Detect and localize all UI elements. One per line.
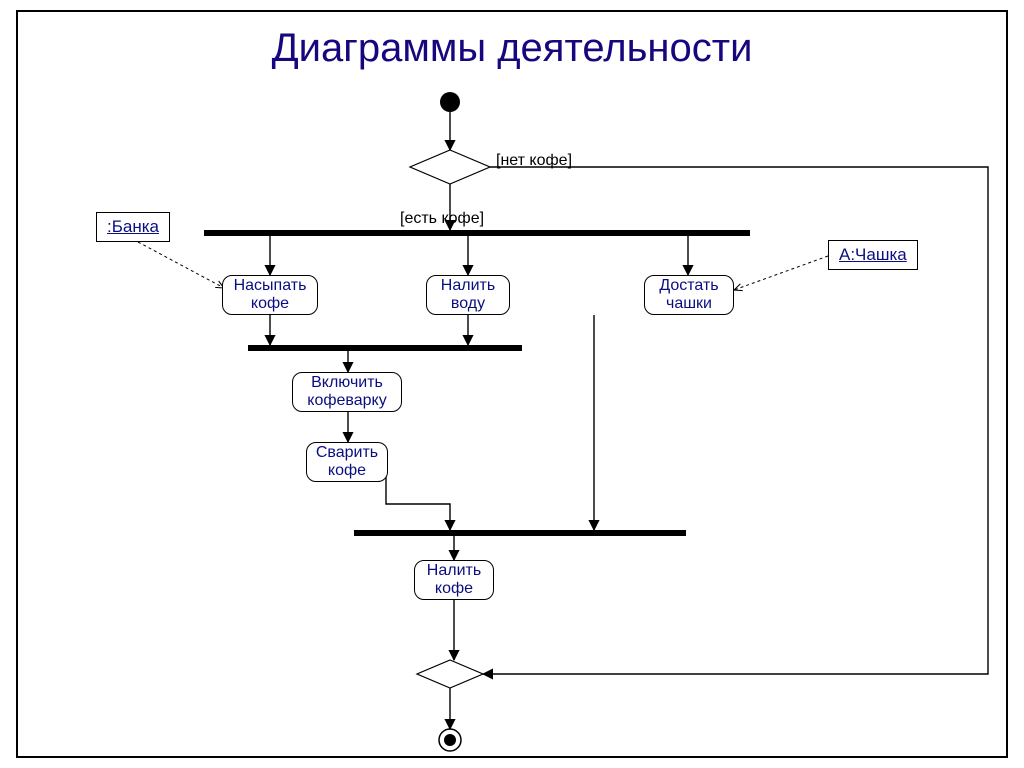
guard-has-coffee: [есть кофе] xyxy=(400,210,484,228)
activity-label: Налитькофе xyxy=(427,562,481,597)
activity-label: Достатьчашки xyxy=(659,277,718,312)
diagram-frame: Диаграммы деятельности Насыпатькофе Нали… xyxy=(16,10,1008,758)
activity-label: Сваритькофе xyxy=(316,444,378,479)
object-jar: :Банка xyxy=(96,212,170,242)
activity-label: Налитьводу xyxy=(441,277,495,312)
object-label: :Банка xyxy=(107,217,159,236)
activity-pour-coffee: Налитькофе xyxy=(414,560,494,600)
activity-get-cups: Достатьчашки xyxy=(644,275,734,315)
diagram-canvas xyxy=(18,12,1010,760)
activity-brew-coffee: Сваритькофе xyxy=(306,442,388,482)
activity-label: Насыпатькофе xyxy=(234,277,307,312)
guard-no-coffee: [нет кофе] xyxy=(496,152,572,170)
object-cup: А:Чашка xyxy=(828,240,918,270)
activity-label: Включитькофеварку xyxy=(307,374,386,409)
activity-pour-water: Налитьводу xyxy=(426,275,510,315)
activity-turn-on-maker: Включитькофеварку xyxy=(292,372,402,412)
object-label: А:Чашка xyxy=(839,245,907,264)
activity-pour-coffee-grounds: Насыпатькофе xyxy=(222,275,318,315)
